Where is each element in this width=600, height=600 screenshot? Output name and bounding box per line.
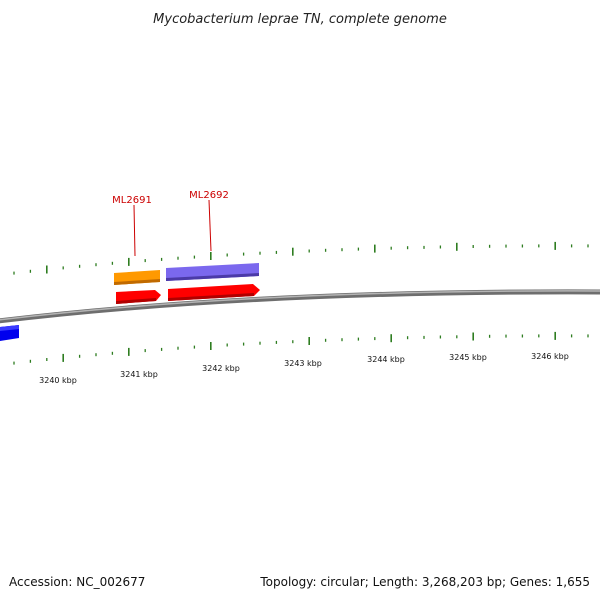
accession-text: Accession: NC_002677 (9, 575, 145, 589)
gene-label-ml2691[interactable]: ML2691 (112, 195, 152, 206)
kbp-label-3244: 3244 kbp (367, 355, 405, 364)
reverse-feature-2[interactable] (168, 284, 260, 301)
gene-ml2691[interactable] (114, 270, 160, 285)
genome-summary-text: Topology: circular; Length: 3,268,203 bp… (259, 575, 590, 589)
gene-label-ml2692[interactable]: ML2692 (189, 190, 229, 201)
reverse-feature-1[interactable] (116, 290, 161, 304)
gene-ml2692[interactable] (166, 263, 259, 281)
backbone-highlight (0, 290, 600, 321)
kbp-label-3246: 3246 kbp (531, 352, 569, 361)
ml2691-leader-line (133, 204, 136, 257)
ml2692-leader-line (208, 199, 212, 252)
blue-feature[interactable] (0, 325, 19, 341)
genome-title: Mycobacterium leprae TN, complete genome (153, 12, 447, 27)
kbp-label-3243: 3243 kbp (284, 359, 322, 368)
inner-tick-row (13, 331, 589, 365)
kbp-label-3245: 3245 kbp (449, 353, 487, 362)
kbp-label-3241: 3241 kbp (120, 370, 158, 379)
outer-tick-row (13, 241, 589, 275)
genome-backbone (0, 289, 600, 324)
kbp-label-3240: 3240 kbp (39, 376, 77, 385)
kbp-label-3242: 3242 kbp (202, 364, 240, 373)
